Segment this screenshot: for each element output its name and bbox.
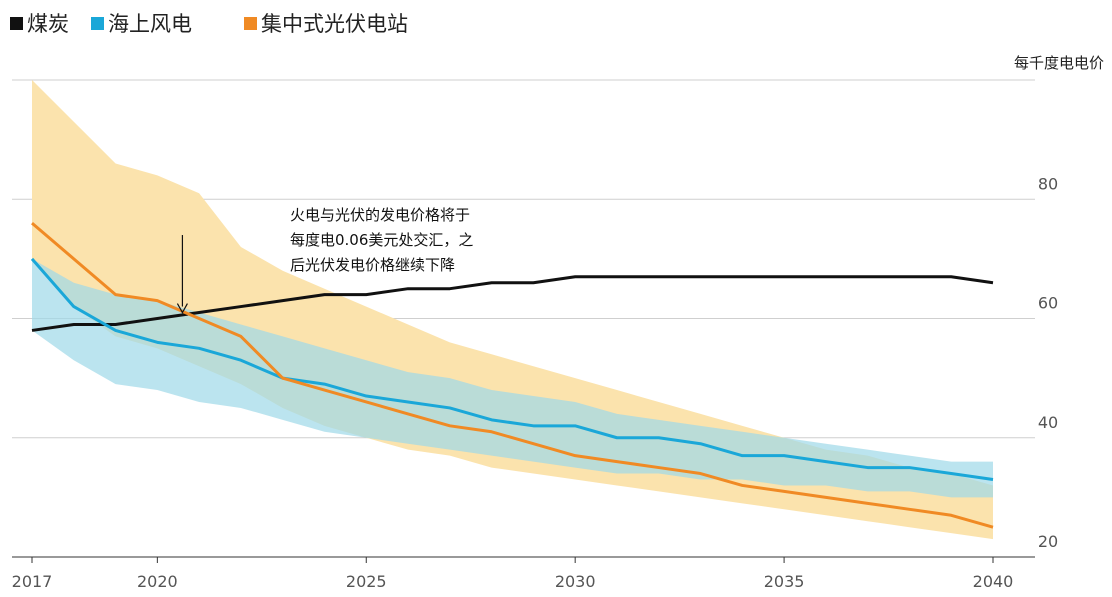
annotation-text-line-2: 每度电0.06美元处交汇，之 [290, 231, 473, 249]
x-tick-label-2017: 2017 [12, 572, 53, 591]
legend: 煤炭 海上风电 集中式光伏电站 [10, 8, 430, 38]
y-tick-label-80: 80 [1038, 174, 1058, 193]
legend-swatch-coal [10, 16, 23, 30]
annotation-arrow-head [176, 303, 188, 314]
series-line-1 [30, 257, 994, 481]
x-tick-label-2030: 2030 [555, 572, 596, 591]
legend-swatch-offshore-wind [91, 16, 104, 30]
annotation-text-line-1: 火电与光伏的发电价格将于 [290, 206, 470, 224]
y-tick-label-60: 60 [1038, 294, 1058, 313]
legend-label-offshore-wind: 海上风电 [108, 12, 192, 36]
legend-item-offshore-wind: 海上风电 [91, 8, 192, 38]
legend-label-coal: 煤炭 [27, 12, 69, 36]
series-line-2 [31, 221, 994, 529]
x-tick-label-2025: 2025 [346, 572, 387, 591]
x-tick-label-2035: 2035 [764, 572, 805, 591]
series-line-0 [31, 275, 994, 332]
y-tick-label-40: 40 [1038, 413, 1058, 432]
annotation-text-line-3: 后光伏发电价格继续下降 [290, 256, 455, 274]
legend-item-coal: 煤炭 [10, 8, 69, 38]
legend-item-utility-solar: 集中式光伏电站 [244, 8, 408, 38]
x-tick-label-2020: 2020 [137, 572, 178, 591]
legend-swatch-utility-solar [244, 16, 257, 30]
legend-label-utility-solar: 集中式光伏电站 [261, 12, 408, 36]
x-tick-label-2040: 2040 [973, 572, 1014, 591]
range-band-1 [32, 258, 993, 498]
y-axis-unit-label: 每千度电电价 [1013, 54, 1104, 72]
y-tick-label-20: 20 [1038, 532, 1058, 551]
